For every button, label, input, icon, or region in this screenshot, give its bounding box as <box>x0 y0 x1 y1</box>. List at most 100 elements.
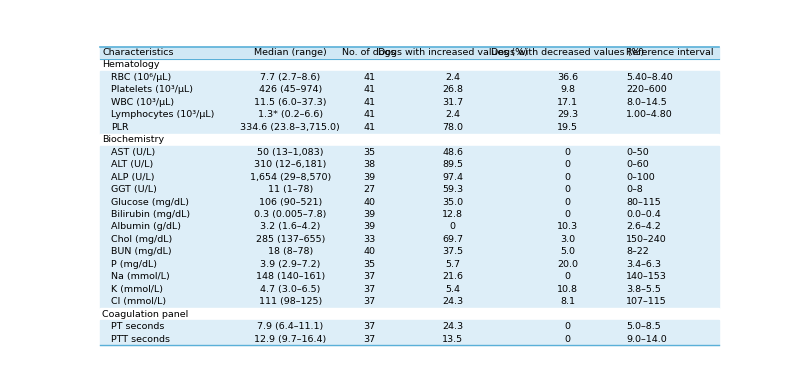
Text: 10.8: 10.8 <box>557 285 578 294</box>
Text: PLR: PLR <box>111 123 129 132</box>
Text: Median (range): Median (range) <box>254 48 327 57</box>
Text: 36.6: 36.6 <box>557 73 578 82</box>
Text: 24.3: 24.3 <box>443 297 463 306</box>
Text: 27: 27 <box>364 185 376 194</box>
Text: PTT seconds: PTT seconds <box>111 334 170 344</box>
Text: AST (U/L): AST (U/L) <box>111 148 155 157</box>
Text: 0: 0 <box>450 222 456 232</box>
Text: 2.6–4.2: 2.6–4.2 <box>626 222 661 232</box>
Text: 4.7 (3.0–6.5): 4.7 (3.0–6.5) <box>260 285 320 294</box>
Bar <box>100 133 719 146</box>
Text: 8.0–14.5: 8.0–14.5 <box>626 98 667 107</box>
Text: 29.3: 29.3 <box>557 110 578 120</box>
Text: 0: 0 <box>564 322 570 331</box>
Text: Cl (mmol/L): Cl (mmol/L) <box>111 297 166 306</box>
Text: 0: 0 <box>564 173 570 182</box>
Text: 148 (140–161): 148 (140–161) <box>256 272 325 281</box>
Text: 37: 37 <box>364 322 376 331</box>
Text: 39: 39 <box>364 222 376 232</box>
Text: 0.3 (0.005–7.8): 0.3 (0.005–7.8) <box>254 210 327 219</box>
Text: 13.5: 13.5 <box>443 334 463 344</box>
Text: 33: 33 <box>363 235 376 244</box>
Bar <box>100 121 719 133</box>
Bar <box>100 59 719 71</box>
Text: 111 (98–125): 111 (98–125) <box>259 297 322 306</box>
Text: 40: 40 <box>364 197 376 206</box>
Text: 3.9 (2.9–7.2): 3.9 (2.9–7.2) <box>260 260 320 269</box>
Text: 140–153: 140–153 <box>626 272 667 281</box>
Text: 0–8: 0–8 <box>626 185 643 194</box>
Text: Glucose (mg/dL): Glucose (mg/dL) <box>111 197 189 206</box>
Text: 37: 37 <box>364 272 376 281</box>
Bar <box>100 296 719 308</box>
Text: 21.6: 21.6 <box>443 272 463 281</box>
Text: 20.0: 20.0 <box>557 260 578 269</box>
Text: 0–100: 0–100 <box>626 173 655 182</box>
Bar <box>100 270 719 283</box>
Bar <box>100 196 719 208</box>
Bar <box>100 96 719 109</box>
Text: 5.40–8.40: 5.40–8.40 <box>626 73 673 82</box>
Text: 106 (90–521): 106 (90–521) <box>259 197 322 206</box>
Text: 0–50: 0–50 <box>626 148 649 157</box>
Text: 11 (1–78): 11 (1–78) <box>268 185 313 194</box>
Text: 310 (12–6,181): 310 (12–6,181) <box>254 160 327 169</box>
Bar <box>100 109 719 121</box>
Text: 9.0–14.0: 9.0–14.0 <box>626 334 667 344</box>
Text: 0: 0 <box>564 148 570 157</box>
Text: Biochemistry: Biochemistry <box>102 135 165 144</box>
Text: 39: 39 <box>364 173 376 182</box>
Text: K (mmol/L): K (mmol/L) <box>111 285 163 294</box>
Text: 334.6 (23.8–3,715.0): 334.6 (23.8–3,715.0) <box>240 123 340 132</box>
Text: 97.4: 97.4 <box>443 173 463 182</box>
Text: 10.3: 10.3 <box>557 222 578 232</box>
Text: 0–60: 0–60 <box>626 160 649 169</box>
Text: 5.7: 5.7 <box>445 260 460 269</box>
Text: 37.5: 37.5 <box>443 248 463 256</box>
Bar <box>100 221 719 233</box>
Text: 3.8–5.5: 3.8–5.5 <box>626 285 661 294</box>
Bar <box>100 246 719 258</box>
Text: 89.5: 89.5 <box>443 160 463 169</box>
Text: ALP (U/L): ALP (U/L) <box>111 173 154 182</box>
Text: 80–115: 80–115 <box>626 197 661 206</box>
Text: 35: 35 <box>364 260 376 269</box>
Text: Lymphocytes (10³/μL): Lymphocytes (10³/μL) <box>111 110 214 120</box>
Text: 7.9 (6.4–11.1): 7.9 (6.4–11.1) <box>257 322 324 331</box>
Text: 11.5 (6.0–37.3): 11.5 (6.0–37.3) <box>254 98 327 107</box>
Text: Dogs with decreased values (%): Dogs with decreased values (%) <box>491 48 644 57</box>
Text: Dogs with increased values (%): Dogs with increased values (%) <box>378 48 528 57</box>
Text: 220–600: 220–600 <box>626 85 667 94</box>
Text: 0: 0 <box>564 210 570 219</box>
Text: 12.8: 12.8 <box>443 210 463 219</box>
Text: 3.2 (1.6–4.2): 3.2 (1.6–4.2) <box>260 222 320 232</box>
Text: 5.0–8.5: 5.0–8.5 <box>626 322 661 331</box>
Text: 0: 0 <box>564 272 570 281</box>
Bar <box>100 47 719 59</box>
Text: WBC (10³/μL): WBC (10³/μL) <box>111 98 174 107</box>
Text: 37: 37 <box>364 297 376 306</box>
Text: 8–22: 8–22 <box>626 248 649 256</box>
Text: 41: 41 <box>364 98 376 107</box>
Text: PT seconds: PT seconds <box>111 322 165 331</box>
Text: 35: 35 <box>364 148 376 157</box>
Text: 26.8: 26.8 <box>443 85 463 94</box>
Text: 24.3: 24.3 <box>443 322 463 331</box>
Bar <box>100 146 719 158</box>
Text: Hematology: Hematology <box>102 61 160 69</box>
Text: 59.3: 59.3 <box>443 185 463 194</box>
Text: Albumin (g/dL): Albumin (g/dL) <box>111 222 181 232</box>
Bar <box>100 71 719 84</box>
Text: 9.8: 9.8 <box>560 85 575 94</box>
Text: 8.1: 8.1 <box>560 297 575 306</box>
Bar <box>100 171 719 184</box>
Text: 41: 41 <box>364 85 376 94</box>
Text: Na (mmol/L): Na (mmol/L) <box>111 272 169 281</box>
Text: 107–115: 107–115 <box>626 297 667 306</box>
Text: 41: 41 <box>364 73 376 82</box>
Text: 17.1: 17.1 <box>557 98 578 107</box>
Text: 18 (8–78): 18 (8–78) <box>268 248 313 256</box>
Text: Chol (mg/dL): Chol (mg/dL) <box>111 235 173 244</box>
Text: 150–240: 150–240 <box>626 235 667 244</box>
Text: 50 (13–1,083): 50 (13–1,083) <box>257 148 324 157</box>
